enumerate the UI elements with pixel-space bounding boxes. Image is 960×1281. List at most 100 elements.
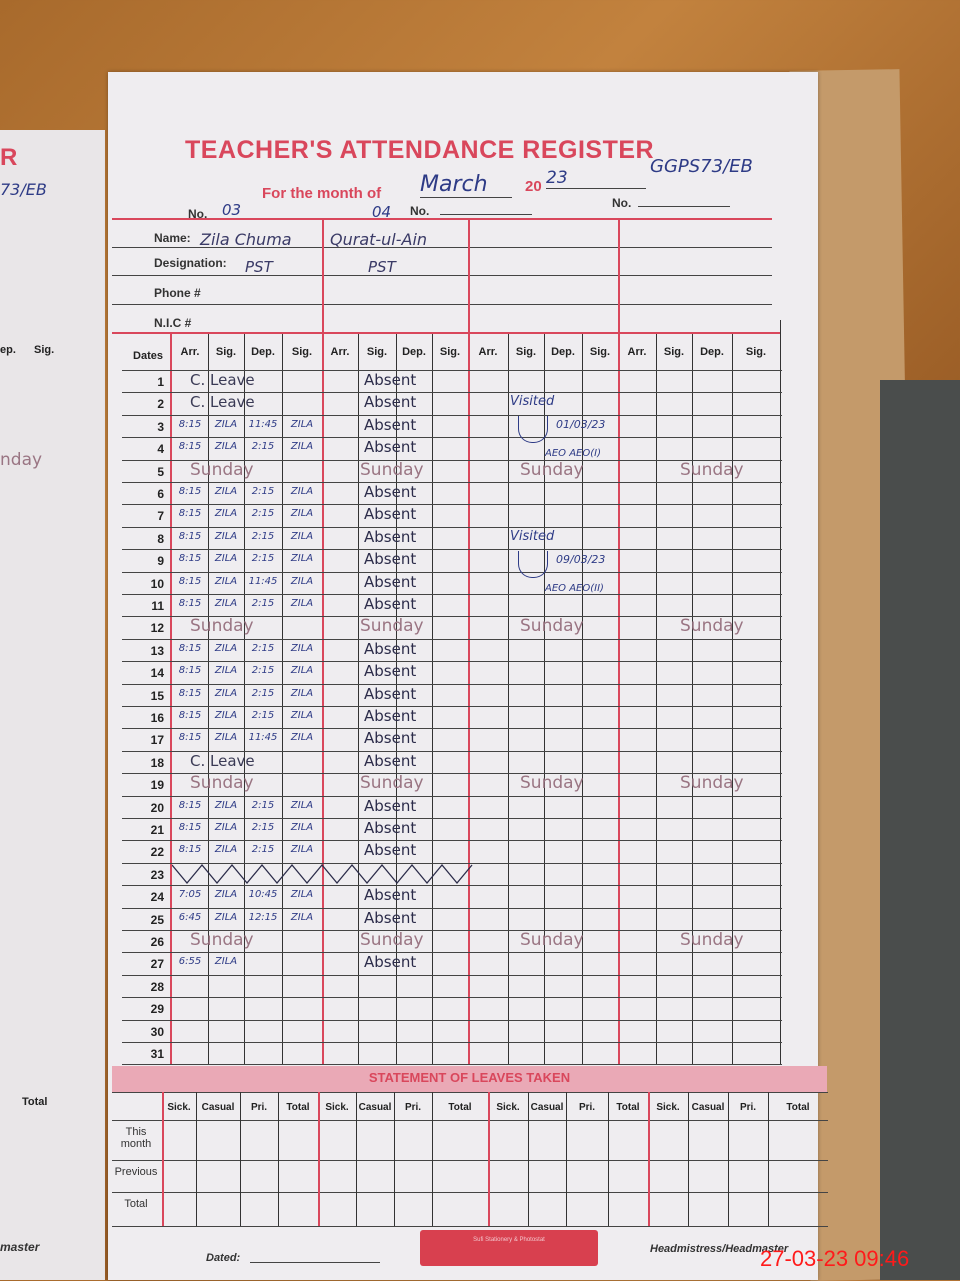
left-footer: master: [0, 1240, 40, 1254]
attendance-arr: 8:15: [178, 732, 202, 744]
date-number: 19: [150, 778, 164, 793]
teacher-1-name: Zila Chuma: [200, 230, 292, 249]
sunday-mark-teacher-1: Sunday: [190, 616, 254, 637]
block-divider: [468, 218, 470, 1065]
row-line: [122, 1042, 782, 1043]
absent-entry: Absent: [364, 371, 417, 389]
row-line: [122, 414, 782, 416]
form-line: [112, 332, 780, 334]
attendance-arr: 8:15: [178, 799, 202, 811]
attendance-dep: 2:15: [251, 665, 275, 677]
date-number: 1: [157, 375, 164, 389]
attendance-dep: 2:15: [251, 710, 275, 721]
date-number: 30: [150, 1024, 164, 1039]
teacher-2-designation: PST: [368, 258, 396, 276]
attendance-dep: 2:15: [251, 844, 275, 856]
attendance-arr: 8:15: [178, 822, 202, 833]
absent-entry: Absent: [364, 415, 417, 434]
attendance-s1: ZILA: [214, 956, 238, 968]
left-header-sig: Sig.: [34, 344, 55, 356]
date-number: 11: [151, 599, 164, 613]
leave-header-4-2: Casual: [691, 1102, 725, 1113]
date-number: 24: [150, 890, 164, 905]
date-number: 4: [157, 442, 164, 457]
column-header-3-2: Sig.: [515, 346, 537, 358]
row-line: [122, 930, 782, 931]
attendance-s2: ZILA: [290, 575, 314, 587]
sunday-mark-teacher-3: Sunday: [520, 930, 584, 950]
leave-row-label: Total: [124, 1198, 148, 1210]
visit-date: 01/03/23: [556, 418, 606, 432]
left-sunday: nday: [0, 450, 43, 470]
column-header-3-1: Arr.: [478, 346, 498, 358]
column-line: [358, 334, 359, 1065]
date-number: 13: [150, 643, 164, 658]
sunday-mark-teacher-1: Sunday: [190, 459, 254, 480]
date-number: 7: [157, 509, 164, 524]
absent-entry: Absent: [364, 796, 417, 815]
form-line: [112, 247, 772, 248]
row-line: [122, 840, 782, 842]
leave-header-1-4: Total: [286, 1102, 310, 1113]
date-number: 12: [150, 621, 164, 636]
teacher-1-designation: PST: [245, 258, 273, 276]
column-header-1-4: Sig.: [291, 346, 313, 358]
leave-header-4-4: Total: [786, 1102, 810, 1113]
attendance-s2: ZILA: [290, 889, 314, 901]
leave-column-line: [432, 1092, 433, 1226]
leave-header-3-1: Sick.: [496, 1102, 520, 1113]
left-title-fragment: R: [0, 144, 18, 171]
attendance-dep: 11:45: [248, 575, 278, 587]
absent-entry: Absent: [364, 662, 417, 681]
attendance-s2: ZILA: [290, 844, 314, 856]
leave-line: [112, 1160, 828, 1161]
date-number: 14: [150, 666, 164, 681]
sunday-mark-teacher-3: Sunday: [520, 459, 584, 480]
attendance-s1: ZILA: [214, 598, 238, 609]
leave-header-2-3: Pri.: [404, 1102, 422, 1113]
column-header-3-3: Dep.: [551, 346, 575, 358]
date-number: 15: [150, 688, 164, 703]
signatory-label: Headmistress/Headmaster: [650, 1243, 789, 1255]
attendance-arr: 8:15: [178, 844, 202, 856]
year-value: 23: [546, 168, 646, 189]
row-line: [122, 1019, 782, 1021]
leave-row-label: Previous: [114, 1166, 158, 1178]
leave-column-line: [318, 1092, 320, 1226]
attendance-dep: 2:15: [251, 508, 275, 520]
column-header-4-1: Arr.: [627, 346, 647, 358]
date-number: 27: [150, 957, 164, 972]
sunday-mark-teacher-4: Sunday: [680, 930, 744, 950]
leave-header-1-3: Pri.: [250, 1102, 268, 1113]
column-line: [282, 334, 283, 1065]
attendance-dep: 12:15: [248, 911, 278, 923]
attendance-arr: 8:15: [178, 575, 202, 587]
column-line: [244, 334, 245, 1065]
leave-column-line: [356, 1092, 357, 1226]
leave-column-line: [728, 1092, 729, 1226]
absent-entry: Absent: [364, 572, 417, 591]
attendance-arr: 8:15: [178, 441, 202, 453]
attendance-s1: ZILA: [214, 575, 238, 587]
attendance-dep: 2:15: [251, 822, 275, 833]
visit-signature-icon: [518, 416, 548, 444]
attendance-dep: 2:15: [251, 486, 275, 497]
attendance-dep: 2:15: [251, 530, 275, 542]
sunday-mark-teacher-4: Sunday: [680, 459, 744, 480]
leave-header-3-4: Total: [616, 1102, 640, 1113]
date-number: 8: [157, 531, 164, 546]
absent-entry: Absent: [364, 684, 417, 703]
date-number: 23: [150, 867, 164, 882]
left-code-fragment: 73/EB: [0, 180, 47, 199]
row-line: [122, 549, 782, 551]
attendance-s1: ZILA: [214, 642, 238, 654]
column-header-1-3: Dep.: [251, 346, 275, 358]
dated-line: [250, 1262, 380, 1263]
row-line: [122, 526, 782, 528]
leave-entry: C. Leave: [190, 393, 255, 412]
attendance-s2: ZILA: [290, 598, 314, 609]
no-value-2: 04: [372, 203, 392, 221]
year-prefix: 20: [525, 178, 542, 195]
month-label: For the month of: [262, 185, 382, 202]
absent-entry: Absent: [364, 953, 417, 972]
